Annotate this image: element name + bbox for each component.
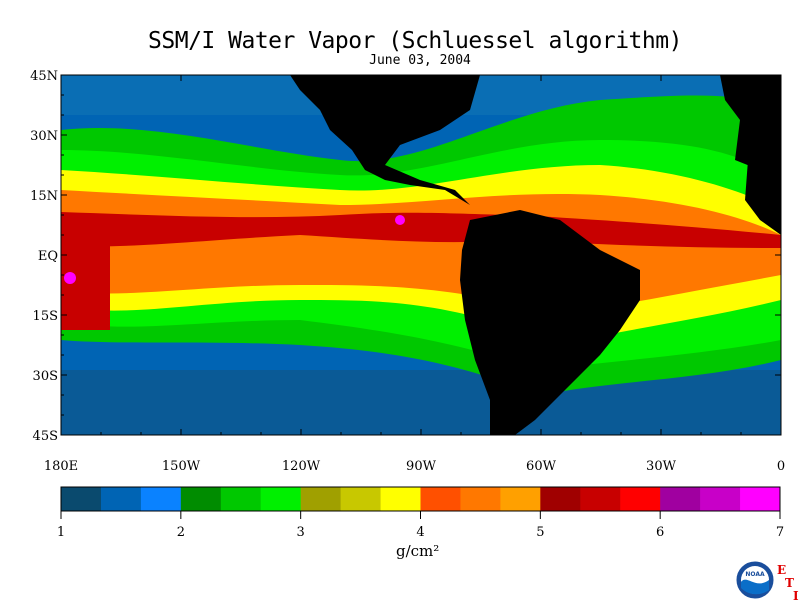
map-title: SSM/I Water Vapor (Schluessel algorithm) bbox=[148, 28, 682, 54]
map-field bbox=[61, 75, 781, 435]
colorbar-swatch bbox=[100, 487, 142, 511]
itcz-band bbox=[61, 212, 781, 248]
colorbar-tick-label: 4 bbox=[416, 525, 424, 540]
west-wet-patch bbox=[61, 240, 110, 330]
colorbar-swatch bbox=[420, 487, 461, 511]
colorbar-swatch bbox=[740, 487, 781, 511]
lat-label: EQ bbox=[38, 249, 58, 264]
north-america-land bbox=[290, 75, 480, 205]
lat-label: 15N bbox=[30, 189, 58, 204]
colorbar-tick-label: 2 bbox=[177, 525, 185, 540]
colorbar-swatch bbox=[540, 487, 581, 511]
max-vapor-spot-2 bbox=[395, 215, 405, 225]
lon-label: 150W bbox=[162, 459, 201, 474]
lat-label: 30N bbox=[30, 129, 58, 144]
max-vapor-spot bbox=[64, 272, 76, 284]
lon-label: 180E bbox=[44, 459, 78, 474]
lat-label: 45N bbox=[30, 69, 58, 84]
colorbar-swatch bbox=[260, 487, 302, 511]
eti-letter-i: I bbox=[793, 589, 799, 603]
colorbar-swatch bbox=[300, 487, 342, 511]
longitude-axis: 180E 150W 120W 90W 60W 30W 0 bbox=[44, 75, 785, 474]
colorbar-tick-label: 7 bbox=[776, 525, 784, 540]
colorbar-units: g/cm² bbox=[396, 542, 440, 560]
colorbar-swatch bbox=[180, 487, 222, 511]
lat-label: 30S bbox=[33, 369, 58, 384]
colorbar-tick-label: 6 bbox=[656, 525, 664, 540]
colorbar-swatch bbox=[220, 487, 262, 511]
colorbar-swatch bbox=[580, 487, 621, 511]
eti-letter-t: T bbox=[785, 576, 794, 590]
west-africa-land bbox=[745, 150, 781, 235]
lon-label: 30W bbox=[646, 459, 677, 474]
lon-label: 60W bbox=[526, 459, 557, 474]
south-america-land bbox=[460, 210, 640, 435]
lon-label: 0 bbox=[777, 459, 785, 474]
colorbar-swatch bbox=[660, 487, 701, 511]
latitude-axis: 45N 30N 15N EQ 15S 30S 45S bbox=[30, 69, 781, 444]
colorbar-swatch bbox=[340, 487, 382, 511]
colorbar-swatch bbox=[460, 487, 501, 511]
lat-label: 45S bbox=[33, 429, 58, 444]
lon-label: 90W bbox=[406, 459, 437, 474]
colorbar-swatch bbox=[620, 487, 661, 511]
map-date: June 03, 2004 bbox=[369, 53, 471, 68]
eti-letter-e: E bbox=[777, 563, 787, 577]
svg-text:NOAA: NOAA bbox=[745, 571, 765, 578]
lon-label: 120W bbox=[282, 459, 321, 474]
colorbar-swatch bbox=[140, 487, 182, 511]
noaa-logo: NOAA bbox=[735, 560, 775, 600]
colorbar-tick-label: 1 bbox=[57, 525, 65, 540]
colorbar-tick-label: 5 bbox=[536, 525, 544, 540]
colorbar-swatch bbox=[61, 487, 102, 511]
south-dry-band bbox=[61, 370, 781, 435]
lat-label: 15S bbox=[33, 309, 58, 324]
colorbar-swatch bbox=[500, 487, 541, 511]
colorbar: 1 2 3 4 5 6 7 bbox=[57, 486, 784, 540]
colorbar-swatch bbox=[700, 487, 741, 511]
colorbar-swatch bbox=[380, 487, 421, 511]
colorbar-tick-label: 3 bbox=[297, 525, 305, 540]
europe-africa-land bbox=[720, 75, 781, 180]
